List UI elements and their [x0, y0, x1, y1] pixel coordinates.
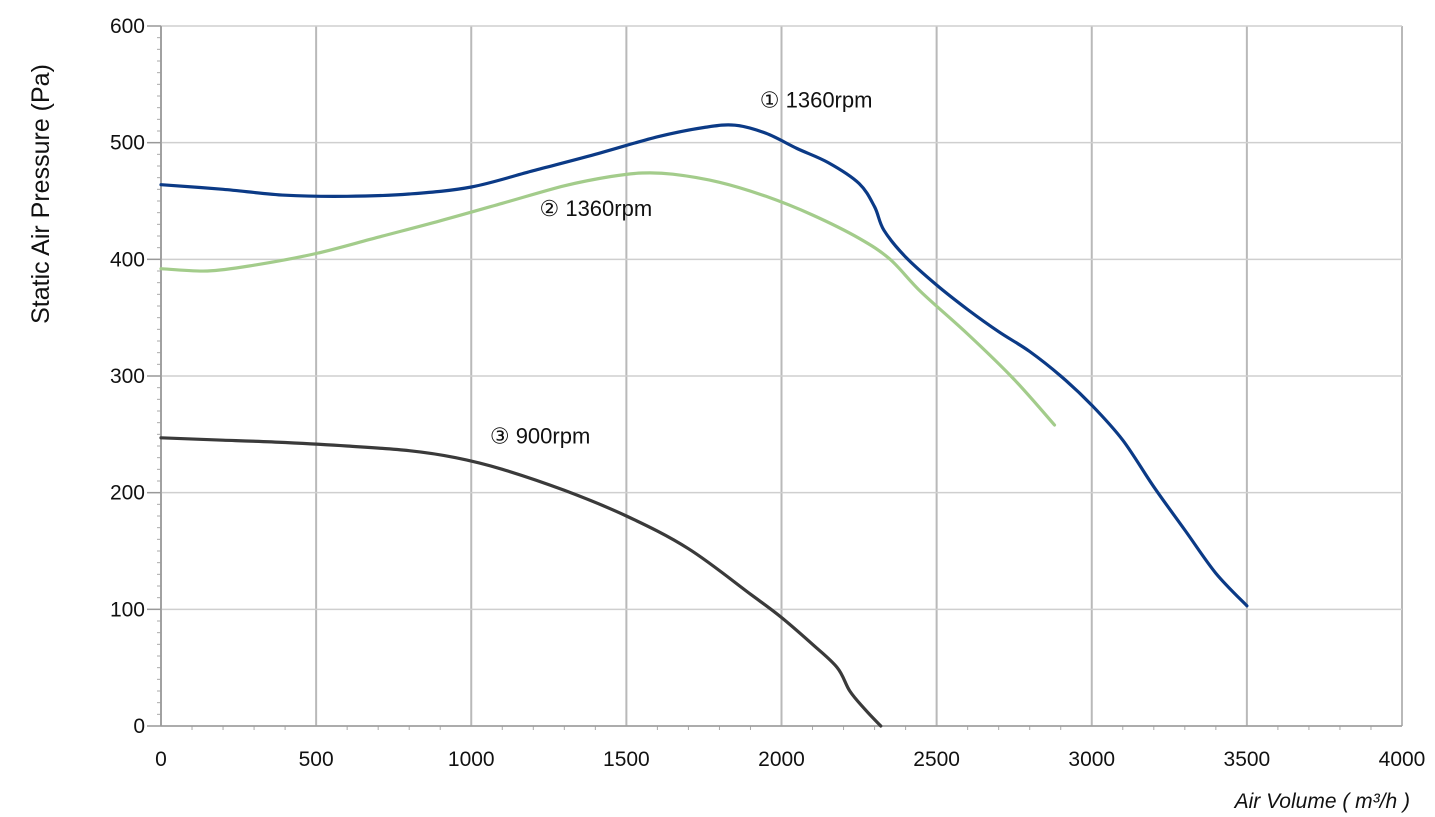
x-tick-label: 3000	[1068, 748, 1115, 771]
tick-labels: 0 500 1000 1500 2000 2500 3000 3500 4000 0 100 200 3…	[110, 15, 1425, 771]
series-line-2	[159, 171, 1057, 427]
series-line-1	[159, 123, 1249, 608]
y-tick-label: 500	[110, 132, 145, 155]
x-tick-label: 3500	[1224, 748, 1271, 771]
y-tick-label: 100	[110, 598, 145, 621]
series-group	[159, 123, 1249, 728]
minor-ticks	[157, 37, 1372, 730]
x-tick-label: 2000	[758, 748, 805, 771]
series-label: ① 1360rpm	[760, 88, 873, 113]
x-tick-label: 1000	[448, 748, 495, 771]
series-line-3	[159, 436, 883, 728]
series-label: ② 1360rpm	[540, 196, 653, 221]
x-tick-label: 4000	[1379, 748, 1426, 771]
x-tick-label: 2500	[913, 748, 960, 771]
y-tick-label: 200	[110, 482, 145, 505]
y-tick-label: 400	[110, 248, 145, 271]
x-tick-label: 500	[299, 748, 334, 771]
y-tick-label: 0	[133, 715, 145, 738]
series-labels: ① 1360rpm ② 1360rpm ③ 900rpm	[490, 88, 873, 449]
x-tick-label: 0	[155, 748, 167, 771]
grid	[160, 25, 1403, 727]
y-tick-label: 300	[110, 365, 145, 388]
x-tick-label: 1500	[603, 748, 650, 771]
y-tick-label: 600	[110, 15, 145, 38]
x-axis-title: Air Volume ( m³/h )	[1233, 790, 1410, 813]
y-axis-title: Static Air Pressure (Pa)	[27, 64, 55, 324]
axes	[147, 25, 1402, 727]
series-label: ③ 900rpm	[490, 424, 590, 449]
